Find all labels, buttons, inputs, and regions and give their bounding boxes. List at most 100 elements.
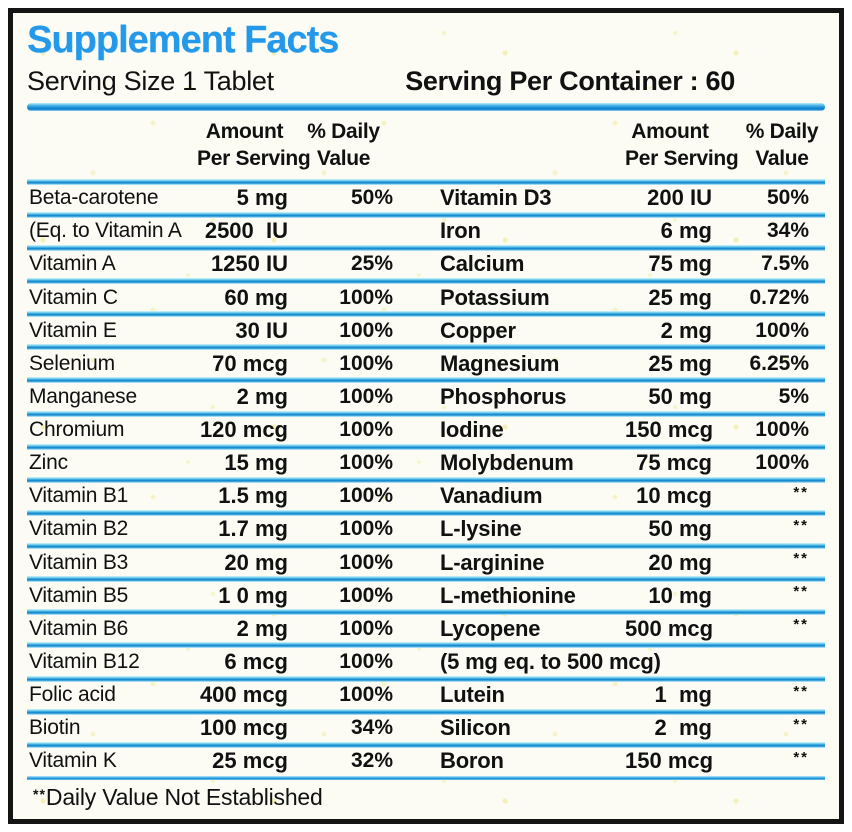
nutrient-amount: 1.7 mg <box>218 516 288 542</box>
nutrient-amount: 5 mg <box>236 185 288 211</box>
footer-divider <box>27 776 825 780</box>
row-divider <box>27 708 825 715</box>
nutrient-daily-value: ** <box>793 516 809 534</box>
spacer <box>395 119 625 173</box>
nutrient-amount: 2 mg <box>236 615 288 641</box>
nutrient-name: L-lysine <box>440 516 522 542</box>
nutrient-name: Vitamin A <box>29 252 116 276</box>
nutrient-daily-value: 100% <box>755 418 809 442</box>
header-divider <box>27 102 825 111</box>
nutrient-daily-value: 0.72% <box>749 285 809 309</box>
nutrient-amount: 6 mcg <box>224 648 288 674</box>
nutrient-amount: 100 mcg <box>199 715 288 741</box>
footnote-asterisks: ** <box>33 786 46 802</box>
nutrient-amount: 75 mg <box>648 251 712 277</box>
row-divider <box>27 509 825 516</box>
nutrient-daily-value: 50% <box>766 186 809 210</box>
nutrient-amount: 200 IU <box>647 185 712 211</box>
row-divider <box>27 311 825 318</box>
nutrient-daily-value: ** <box>793 715 809 733</box>
nutrient-amount: 150 mcg <box>625 417 714 443</box>
nutrient-amount: 50 mg <box>648 383 712 409</box>
row-divider <box>27 675 825 682</box>
nutrient-name: Phosphorus <box>440 383 567 409</box>
nutrient-daily-value: 100% <box>339 683 393 707</box>
nutrient-amount: 500 mcg <box>625 615 714 641</box>
nutrient-name: L-methionine <box>440 582 576 608</box>
nutrient-daily-value: 100% <box>339 418 393 442</box>
nutrient-amount: 30 IU <box>235 317 288 343</box>
row-divider <box>27 443 825 450</box>
nutrient-name: Beta-carotene <box>29 186 159 210</box>
nutrient-daily-value: 100% <box>339 583 393 607</box>
nutrient-daily-value: 32% <box>350 749 393 773</box>
nutrient-daily-value: 100% <box>339 550 393 574</box>
nutrient-name: Zinc <box>29 451 68 475</box>
spacer <box>27 119 197 173</box>
nutrient-amount: 1 0 mg <box>218 582 288 608</box>
nutrient-name: Vitamin B1 <box>29 484 129 508</box>
row-divider <box>27 609 825 616</box>
nutrient-amount: 2500 IU <box>204 218 288 244</box>
column-headers: Amount Per Serving % Daily Value Amount … <box>27 111 825 179</box>
nutrient-daily-value: 100% <box>339 451 393 475</box>
nutrient-amount: 50 mg <box>648 516 712 542</box>
nutrient-amount: 2 mg <box>654 715 712 741</box>
nutrient-name: Boron <box>440 748 504 774</box>
nutrient-name: Magnesium <box>440 350 560 376</box>
nutrient-daily-value: 50% <box>350 186 393 210</box>
nutrient-row: Vitamin B2 1.7 mg 100% L-lysine 50 mg ** <box>27 516 825 543</box>
nutrient-amount: 70 mcg <box>212 350 288 376</box>
row-divider <box>27 344 825 351</box>
row-divider <box>27 543 825 550</box>
nutrient-name: (5 mg eq. to 500 mcg) <box>440 648 661 674</box>
nutrient-name: Vitamin K <box>29 749 117 773</box>
row-divider <box>27 576 825 583</box>
nutrient-name: Iron <box>440 218 481 244</box>
servings-per-container: Serving Per Container : 60 <box>405 65 735 96</box>
nutrient-amount: 75 mcg <box>636 450 712 476</box>
nutrient-amount: 60 mg <box>224 284 288 310</box>
nutrient-name: Iodine <box>440 417 504 443</box>
nutrient-daily-value: 100% <box>339 351 393 375</box>
nutrient-name: Molybdenum <box>440 450 574 476</box>
nutrient-amount: 1250 IU <box>210 251 288 277</box>
nutrient-amount: 10 mcg <box>636 483 712 509</box>
nutrient-row: (Eq. to Vitamin A 2500 IU Iron 6 mg 34% <box>27 218 825 245</box>
row-divider <box>27 741 825 748</box>
row-divider <box>27 244 825 251</box>
nutrient-daily-value: 100% <box>755 318 809 342</box>
nutrient-row: Biotin 100 mcg 34% Silicon 2 mg ** <box>27 715 825 742</box>
nutrient-daily-value: ** <box>793 583 809 601</box>
amount-header-right: Amount Per Serving <box>625 119 739 170</box>
nutrient-daily-value: 100% <box>339 285 393 309</box>
nutrient-table: Beta-carotene 5 mg 50% Vitamin D3 200 IU… <box>27 178 825 775</box>
nutrient-daily-value: 25% <box>350 252 393 276</box>
nutrient-daily-value: ** <box>793 748 809 766</box>
nutrient-name: Vitamin B2 <box>29 517 129 541</box>
nutrient-row: Vitamin C 60 mg 100% Potassium 25 mg 0.7… <box>27 284 825 311</box>
nutrient-amount: 2 mg <box>660 317 712 343</box>
nutrient-daily-value: ** <box>793 483 809 501</box>
nutrient-daily-value: 100% <box>339 616 393 640</box>
nutrient-amount: 150 mcg <box>625 748 714 774</box>
nutrient-name: Copper <box>440 317 516 343</box>
row-divider <box>27 410 825 417</box>
serving-info-row: Serving Size 1 Tablet Serving Per Contai… <box>27 66 825 97</box>
row-divider <box>27 178 825 185</box>
nutrient-name: (Eq. to Vitamin A <box>29 219 182 243</box>
nutrient-amount: 25 mg <box>648 350 712 376</box>
nutrient-name: Lycopene <box>440 615 541 641</box>
nutrient-name: Vitamin B3 <box>29 550 129 574</box>
nutrient-name: Chromium <box>29 418 125 442</box>
nutrient-name: Vitamin C <box>29 285 118 309</box>
row-divider <box>27 278 825 285</box>
nutrient-daily-value: 100% <box>339 384 393 408</box>
nutrient-name: Lutein <box>440 682 505 708</box>
supplement-facts-panel: Supplement Facts Serving Size 1 Tablet S… <box>8 8 844 824</box>
nutrient-name: Vitamin B12 <box>29 649 140 673</box>
nutrient-amount: 10 mg <box>648 582 712 608</box>
nutrient-name: Vitamin E <box>29 318 117 342</box>
nutrient-row: Folic acid 400 mcg 100% Lutein 1 mg ** <box>27 682 825 709</box>
nutrient-daily-value: 100% <box>339 484 393 508</box>
